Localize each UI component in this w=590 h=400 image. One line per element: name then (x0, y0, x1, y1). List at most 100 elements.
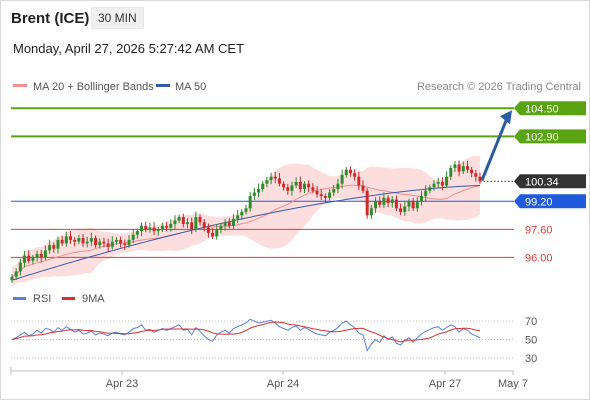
candle-body (94, 238, 98, 246)
candle-body (77, 238, 81, 242)
candle-body (474, 173, 478, 177)
rsi-tick-50: 50 (525, 335, 537, 347)
candle-body (160, 225, 164, 230)
candle-body (60, 239, 64, 244)
candle-body (403, 206, 407, 212)
candle-body (152, 227, 156, 232)
level-tag-102-90-label: 102.90 (525, 131, 559, 143)
candle-body (123, 243, 127, 246)
candle-body (344, 169, 348, 175)
candle-body (248, 196, 252, 209)
candle-body (177, 217, 181, 221)
candlesticks (10, 160, 482, 283)
level-tag-104-50-label: 104.50 (525, 103, 559, 115)
rsi-legend-swatch (13, 297, 26, 300)
candle-body (52, 245, 56, 249)
rsi-tick-70: 70 (525, 316, 537, 328)
candle-body (386, 197, 390, 204)
candle-body (432, 183, 436, 188)
candle-body (336, 183, 340, 189)
candle-body (173, 220, 177, 225)
candle-body (39, 253, 43, 258)
candle-body (14, 271, 18, 277)
candle-body (290, 185, 294, 191)
candle-body (69, 236, 72, 240)
candle-body (89, 238, 93, 242)
candle-body (415, 201, 419, 209)
candle-body (227, 222, 231, 226)
candle-body (353, 173, 357, 177)
candle-body (436, 181, 440, 184)
candle-body (127, 239, 131, 246)
candle-body (461, 166, 465, 172)
candle-body (215, 229, 219, 237)
candle-body (298, 181, 302, 189)
candle-body (114, 239, 118, 242)
candle-body (198, 217, 202, 223)
candle-body (211, 232, 215, 237)
forecast-arrow-shaft (480, 117, 509, 181)
candle-body (323, 196, 327, 198)
candle-body (169, 224, 173, 228)
candle-body (131, 234, 135, 240)
candle-body (23, 255, 27, 263)
x-tick-label: Apr 23 (106, 378, 138, 390)
candle-body (98, 241, 102, 246)
rsi-line (11, 318, 481, 352)
candle-body (261, 183, 265, 189)
rsi-grid: 70 50 30 (11, 316, 537, 365)
candle-body (465, 166, 469, 170)
candle-body (478, 176, 482, 182)
rsi-ma-line (11, 321, 481, 343)
candle-body (470, 169, 474, 174)
candle-body (10, 276, 14, 281)
x-axis: Apr 23 Apr 24 Apr 27 May 7 (10, 367, 528, 390)
level-tag-97-60: 97.60 (525, 224, 553, 236)
candle-body (315, 190, 319, 195)
candle-body (144, 225, 148, 230)
price-legend: MA 20 + Bollinger Bands MA 50 Research ©… (13, 81, 581, 93)
candle-body (194, 217, 198, 230)
candle-body (277, 178, 281, 184)
candle-body (64, 236, 68, 244)
forecast-arrow-head (500, 110, 512, 125)
x-tick-label: Apr 27 (429, 378, 461, 390)
level-tag-104-50-bg (514, 101, 586, 116)
bollinger-band-fill (12, 155, 480, 287)
candle-body (394, 199, 398, 209)
candle-body (140, 225, 144, 232)
candle-body (440, 181, 444, 186)
candle-body (265, 180, 269, 184)
candle-body (340, 174, 344, 184)
candle-body (390, 199, 394, 204)
candle-body (181, 217, 185, 225)
candle-body (219, 225, 223, 230)
candle-body (102, 241, 106, 244)
ma20-line (11, 184, 481, 278)
candle-body (43, 250, 47, 258)
candle-body (156, 229, 160, 232)
level-tag-102-90-bg (514, 129, 586, 144)
last-price-tag-label: 100.34 (525, 176, 559, 188)
instrument-title: Brent (ICE) (11, 10, 90, 27)
candle-body (31, 257, 35, 261)
candle-body (424, 190, 428, 197)
candle-body (240, 211, 244, 216)
candle-body (56, 239, 60, 249)
candle-body (428, 187, 432, 191)
rsi-lines (11, 318, 481, 352)
candle-body (453, 164, 457, 168)
candle-body (357, 176, 361, 186)
candle-body (328, 192, 332, 198)
candle-body (294, 181, 298, 186)
ma20-legend-swatch (13, 84, 27, 87)
timeframe-badge[interactable]: 30 MIN (91, 7, 144, 29)
candle-body (202, 222, 206, 228)
level-tags: 104.50 102.90 99.20 97.60 96.00 100.34 (514, 101, 586, 264)
candle-body (85, 241, 89, 244)
candle-body (286, 187, 290, 191)
candle-body (186, 222, 189, 225)
level-tag-96-00: 96.00 (525, 252, 553, 264)
candle-body (457, 164, 461, 172)
candle-body (369, 208, 373, 216)
